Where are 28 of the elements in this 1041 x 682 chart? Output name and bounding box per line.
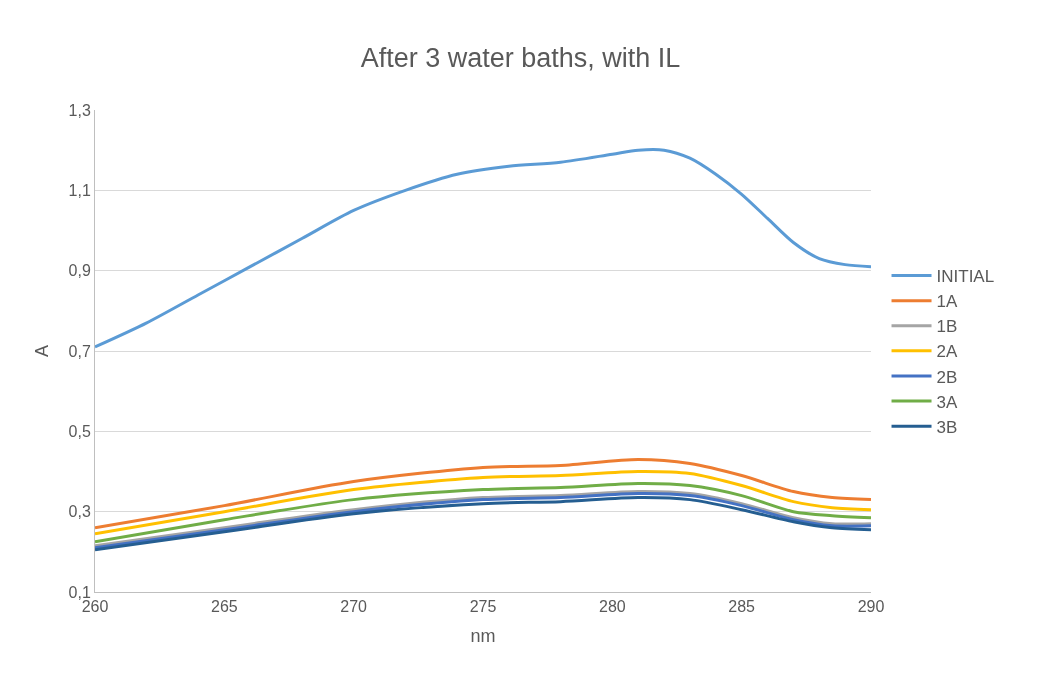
x-tick-label: 280 [598, 598, 626, 616]
legend-label: INITIAL [936, 267, 995, 287]
y-tick-label: 0,5 [68, 422, 91, 440]
line-series [95, 148, 871, 349]
line-series [95, 457, 871, 530]
y-tick-label: 0,1 [68, 583, 91, 601]
x-tick-label: 260 [81, 598, 109, 616]
legend-label: 3A [936, 392, 958, 412]
x-tick-label: 290 [857, 598, 885, 616]
chart-title: After 3 water baths, with IL [360, 42, 681, 73]
y-tick-label: 0,3 [68, 503, 91, 521]
legend-label: 2A [936, 342, 958, 362]
x-tick-label: 285 [728, 598, 756, 616]
x-axis-title: nm [470, 626, 496, 647]
y-tick-label: 1,3 [68, 101, 91, 119]
y-tick-label: 1,1 [68, 181, 91, 199]
x-tick-label: 265 [210, 598, 238, 616]
y-tick-label: 0,9 [68, 262, 91, 280]
x-tick-label: 275 [469, 598, 497, 616]
line-series [95, 482, 871, 544]
y-axis-title: A [31, 344, 52, 358]
legend-label: 1A [936, 292, 958, 312]
legend-label: 3B [936, 417, 958, 437]
legend-label: 2B [936, 367, 958, 387]
x-tick-label: 270 [340, 598, 368, 616]
legend-label: 1B [936, 317, 958, 337]
y-tick-label: 0,7 [68, 342, 91, 360]
line-series [95, 469, 871, 536]
